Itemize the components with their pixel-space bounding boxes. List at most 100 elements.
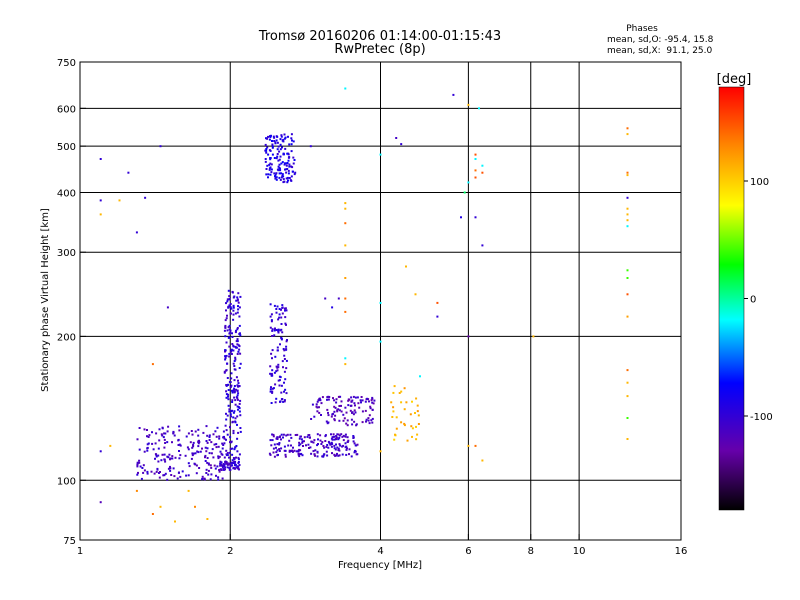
data-point xyxy=(282,436,284,439)
data-point xyxy=(474,444,477,447)
data-point xyxy=(270,319,273,322)
x-tick-label: 8 xyxy=(528,546,534,557)
data-point xyxy=(273,140,276,142)
data-point xyxy=(348,453,350,456)
data-point xyxy=(330,437,333,440)
data-point xyxy=(234,399,237,402)
data-point xyxy=(231,401,234,403)
data-point xyxy=(276,346,279,349)
data-point xyxy=(335,437,337,440)
data-point xyxy=(275,451,278,454)
data-point xyxy=(282,348,285,350)
data-point xyxy=(269,157,272,159)
data-point xyxy=(204,454,207,457)
data-point xyxy=(282,140,285,143)
data-point xyxy=(268,138,271,141)
data-point xyxy=(298,441,301,444)
data-point xyxy=(153,472,156,475)
data-point xyxy=(224,324,227,327)
data-point xyxy=(626,196,629,199)
data-point xyxy=(209,478,212,481)
data-point xyxy=(151,431,153,434)
data-point xyxy=(365,418,368,421)
data-point xyxy=(223,371,226,374)
data-point xyxy=(172,467,175,470)
data-point xyxy=(359,399,362,402)
data-point xyxy=(403,424,406,427)
data-point xyxy=(340,404,342,407)
data-point xyxy=(333,438,336,441)
data-point xyxy=(198,439,200,442)
data-point xyxy=(339,444,342,447)
data-point xyxy=(368,422,371,425)
data-point xyxy=(226,298,229,301)
data-point xyxy=(235,396,238,399)
data-point xyxy=(274,173,277,176)
data-point xyxy=(280,338,283,341)
data-point xyxy=(195,464,198,467)
data-point xyxy=(210,452,213,455)
data-point xyxy=(278,443,281,446)
data-point xyxy=(236,415,239,418)
data-point xyxy=(279,178,282,181)
data-point xyxy=(238,385,241,387)
data-point xyxy=(287,179,289,182)
data-point xyxy=(208,436,211,438)
data-point xyxy=(280,384,283,387)
data-point xyxy=(356,453,359,456)
data-point xyxy=(395,137,398,139)
data-point xyxy=(323,446,326,449)
data-point xyxy=(226,463,229,466)
data-point xyxy=(285,309,288,312)
data-point xyxy=(239,295,242,298)
data-point xyxy=(276,148,279,151)
data-point xyxy=(230,377,233,380)
data-point xyxy=(278,163,281,166)
data-point xyxy=(341,453,344,456)
data-point xyxy=(313,453,316,456)
data-point xyxy=(400,401,403,404)
data-point xyxy=(337,297,340,300)
data-point xyxy=(274,383,277,386)
data-point xyxy=(228,345,231,348)
data-point xyxy=(345,448,348,451)
data-point xyxy=(223,442,226,445)
data-point xyxy=(467,444,470,447)
data-point xyxy=(206,434,209,437)
data-point xyxy=(136,473,139,476)
data-point xyxy=(166,478,169,481)
data-point xyxy=(280,172,283,175)
data-point xyxy=(301,454,304,457)
data-point xyxy=(403,422,406,425)
data-point xyxy=(333,399,336,402)
data-point xyxy=(342,439,345,442)
data-point xyxy=(283,358,286,360)
data-point xyxy=(181,470,184,473)
data-point xyxy=(192,443,195,446)
data-point xyxy=(282,433,285,436)
data-point xyxy=(146,446,149,449)
data-point xyxy=(226,362,229,365)
data-point xyxy=(379,450,382,453)
data-point xyxy=(233,360,236,362)
data-point xyxy=(192,452,195,455)
data-point xyxy=(277,145,280,148)
data-point xyxy=(228,467,231,470)
data-point xyxy=(155,470,158,473)
data-point xyxy=(333,419,336,422)
data-point xyxy=(281,398,284,400)
data-point xyxy=(463,191,466,194)
data-point xyxy=(224,460,227,463)
data-point xyxy=(274,355,277,358)
data-point xyxy=(403,387,406,390)
data-point xyxy=(341,445,344,448)
data-point xyxy=(392,391,395,394)
data-point xyxy=(336,433,339,436)
data-point xyxy=(109,444,112,447)
data-point xyxy=(273,334,276,337)
data-point xyxy=(626,171,629,174)
data-point xyxy=(346,419,349,422)
data-point xyxy=(265,148,268,150)
data-point xyxy=(354,411,357,414)
